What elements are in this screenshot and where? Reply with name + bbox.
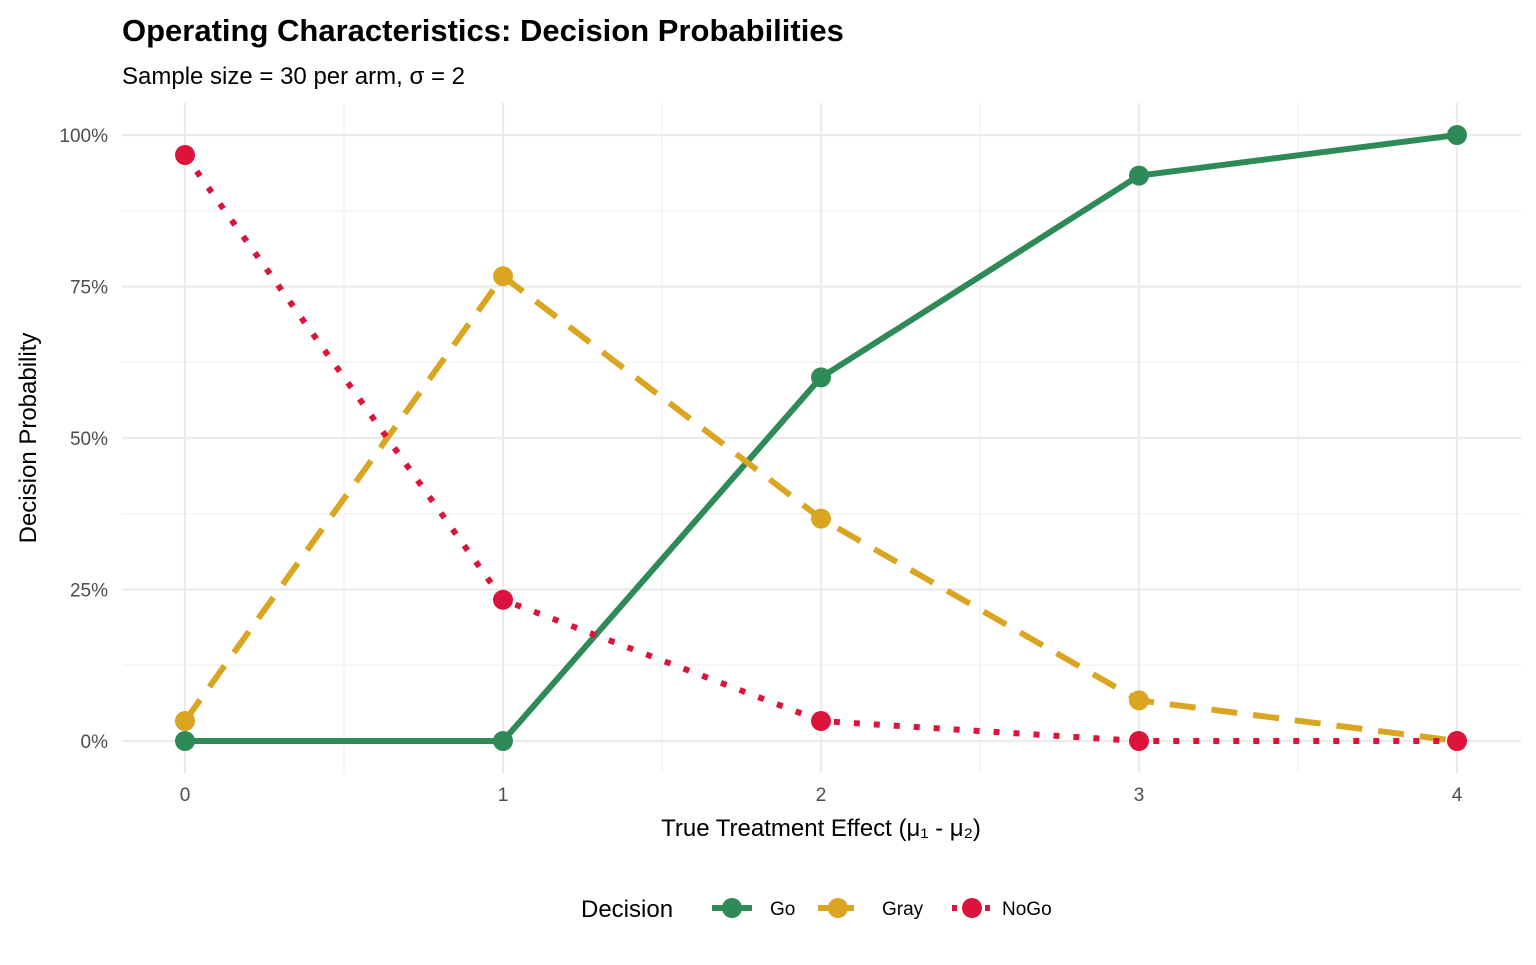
x-tick-label: 0	[180, 785, 191, 806]
x-tick-label: 1	[498, 785, 509, 806]
legend-key-point-go	[722, 898, 742, 918]
data-point-nogo	[1447, 731, 1467, 751]
y-tick-label: 100%	[59, 126, 108, 147]
y-axis-ticks: 0% 25% 50% 75% 100%	[59, 126, 108, 753]
grid	[122, 103, 1521, 773]
series-line-nogo	[182, 153, 1457, 744]
data-point-gray	[811, 508, 831, 529]
data-point-nogo	[175, 144, 195, 165]
y-tick-label: 50%	[70, 429, 108, 450]
data-point-nogo	[811, 711, 831, 732]
legend-label-nogo: NoGo	[1002, 899, 1052, 920]
legend-key-point-gray	[828, 898, 848, 918]
data-point-go	[1129, 165, 1149, 186]
legend-title: Decision	[581, 896, 673, 923]
legend-label-go: Go	[770, 899, 795, 920]
data-point-go	[493, 731, 513, 751]
data-point-nogo	[493, 589, 513, 610]
data-point-gray	[175, 711, 195, 732]
series-points	[175, 125, 1467, 751]
data-point-nogo	[1129, 731, 1149, 751]
data-point-go	[811, 367, 831, 388]
x-tick-label: 3	[1134, 785, 1145, 806]
x-tick-label: 4	[1452, 785, 1463, 806]
x-axis-ticks: 0 1 2 3 4	[180, 785, 1463, 806]
y-tick-label: 75%	[70, 278, 108, 299]
chart-title: Operating Characteristics: Decision Prob…	[122, 13, 844, 48]
x-axis-label: True Treatment Effect (μ₁ - μ₂)	[661, 815, 981, 842]
y-axis-label: Decision Probability	[15, 333, 42, 544]
x-tick-label: 2	[816, 785, 827, 806]
y-tick-label: 25%	[70, 581, 108, 602]
chart-subtitle: Sample size = 30 per arm, σ = 2	[122, 63, 465, 90]
data-point-go	[1447, 125, 1467, 145]
y-tick-label: 0%	[81, 732, 109, 753]
data-point-gray	[1129, 690, 1149, 711]
legend: Decision Go Gray NoGo	[581, 896, 1052, 923]
legend-key-point-nogo	[962, 898, 982, 918]
legend-label-gray: Gray	[882, 899, 924, 920]
data-point-gray	[493, 266, 513, 287]
data-point-go	[175, 731, 195, 751]
